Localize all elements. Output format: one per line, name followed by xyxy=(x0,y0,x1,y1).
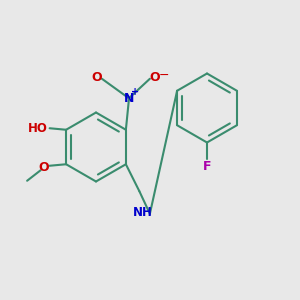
Text: +: + xyxy=(131,87,140,97)
Text: NH: NH xyxy=(132,206,152,219)
Text: O: O xyxy=(149,71,160,84)
Text: O: O xyxy=(91,71,102,84)
Text: O: O xyxy=(38,161,49,174)
Text: F: F xyxy=(203,160,211,173)
Text: N: N xyxy=(124,92,134,105)
Text: HO: HO xyxy=(28,122,48,135)
Text: −: − xyxy=(159,69,169,82)
